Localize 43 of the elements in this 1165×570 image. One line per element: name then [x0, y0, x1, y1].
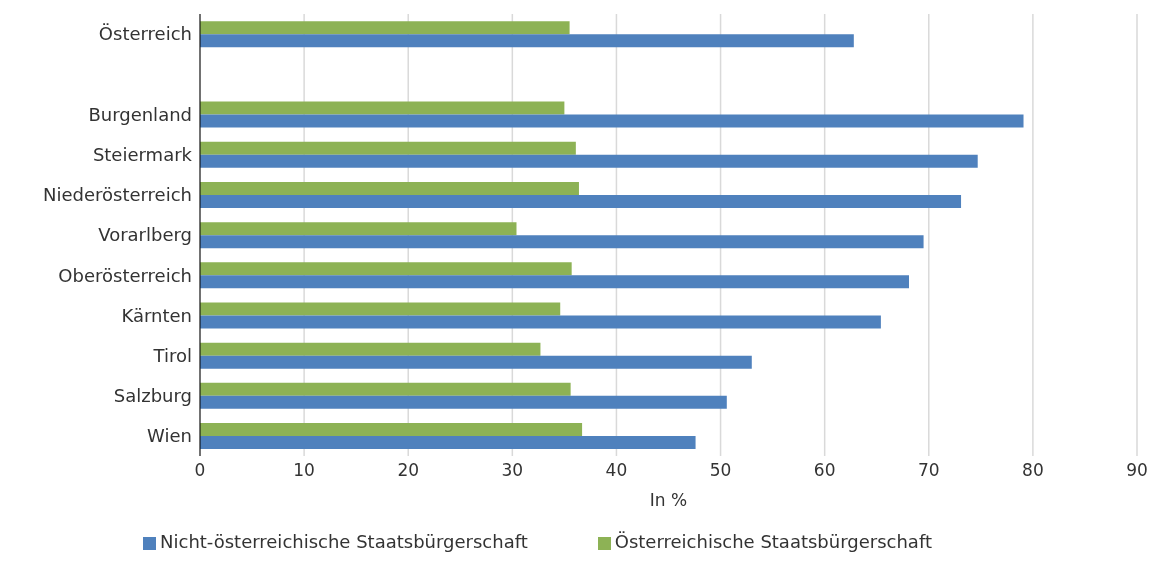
bar	[200, 114, 1024, 128]
y-tick-label: Österreich	[98, 23, 192, 45]
y-tick-label: Wien	[147, 425, 192, 447]
bar	[200, 194, 962, 208]
legend-label: Nicht-österreichische Staatsbürgerschaft	[160, 531, 528, 552]
x-axis-title: In %	[649, 490, 688, 511]
bar	[200, 302, 561, 316]
bar	[200, 423, 583, 437]
bar	[200, 141, 576, 155]
x-tick-label: 80	[1022, 460, 1044, 481]
bar	[200, 436, 696, 450]
bar	[200, 342, 541, 356]
x-tick-label: 30	[501, 460, 524, 481]
legend-label: Österreichische Staatsbürgerschaft	[614, 531, 932, 552]
y-tick-label: Vorarlberg	[98, 224, 192, 246]
x-tick-label: 50	[709, 460, 732, 481]
bar	[200, 315, 881, 329]
bar	[200, 262, 572, 276]
x-tick-label: 20	[397, 460, 420, 481]
y-tick-label: Salzburg	[113, 385, 192, 407]
bar	[200, 222, 517, 236]
y-tick-label: Tirol	[152, 344, 192, 366]
x-tick-label: 60	[813, 460, 836, 481]
x-tick-label: 40	[605, 460, 628, 481]
x-tick-label: 0	[194, 460, 206, 481]
x-tick-label: 70	[917, 460, 940, 481]
bar	[200, 355, 752, 369]
bar	[200, 21, 570, 35]
bar	[200, 101, 565, 115]
y-tick-label: Steiermark	[92, 144, 193, 166]
y-tick-label: Kärnten	[121, 304, 192, 326]
x-tick-label: 10	[293, 460, 315, 481]
bar	[200, 181, 579, 195]
y-tick-label: Niederösterreich	[42, 184, 192, 206]
y-tick-label: Oberösterreich	[58, 264, 192, 286]
bar	[200, 154, 978, 168]
x-tick-label: 90	[1126, 460, 1148, 481]
bar	[200, 395, 727, 409]
bar	[200, 235, 924, 249]
bar	[200, 382, 571, 396]
bar	[200, 34, 854, 48]
bar	[200, 275, 909, 289]
y-tick-label: Burgenland	[88, 103, 192, 125]
